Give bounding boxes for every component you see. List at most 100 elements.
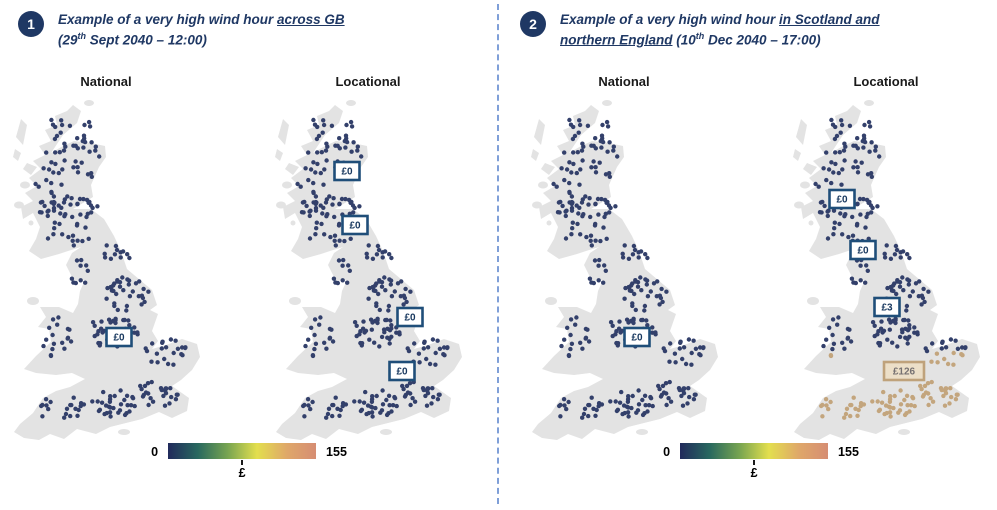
site-dot xyxy=(661,390,667,395)
site-dot xyxy=(127,293,133,299)
site-dot xyxy=(339,196,345,201)
site-dot xyxy=(43,396,49,402)
site-dot xyxy=(630,281,635,286)
site-dot xyxy=(427,361,433,366)
site-dot xyxy=(875,398,880,404)
price-label: £0 xyxy=(623,326,651,347)
site-dot xyxy=(602,214,607,219)
site-dot xyxy=(858,212,863,217)
price-label: £0 xyxy=(105,326,133,347)
colorbar-bar-wrap: £ xyxy=(168,442,317,480)
site-dot xyxy=(369,409,375,415)
site-dot xyxy=(588,233,594,238)
site-dot xyxy=(374,281,379,286)
site-dot xyxy=(47,325,52,330)
site-dot xyxy=(579,148,585,153)
site-dot xyxy=(83,225,88,230)
panel-1-header: 1 Example of a very high wind hour acros… xyxy=(6,6,492,50)
site-dot xyxy=(839,122,845,127)
maps-row: National £0 Locational £0 £0 £0 £0 xyxy=(6,74,492,441)
price-label-text: £3 xyxy=(881,302,893,313)
site-dot xyxy=(905,276,910,282)
site-dot xyxy=(605,123,611,129)
site-dot xyxy=(329,123,335,128)
site-dot xyxy=(885,337,890,342)
site-dot xyxy=(823,396,829,402)
site-dot xyxy=(615,407,621,412)
site-dot xyxy=(39,209,44,215)
site-dot xyxy=(593,135,598,141)
site-dot xyxy=(322,231,327,237)
panel-2-header: 2 Example of a very high wind hour in Sc… xyxy=(508,6,994,50)
site-dot xyxy=(840,231,845,237)
site-dot xyxy=(338,407,343,412)
colorbar-bar-wrap: £ xyxy=(680,442,829,480)
example-panel-2: 2 Example of a very high wind hour in Sc… xyxy=(508,6,994,480)
price-label-box xyxy=(388,360,416,381)
site-dot xyxy=(923,390,929,395)
site-dot xyxy=(360,326,366,331)
site-dot xyxy=(592,222,598,228)
site-dot xyxy=(821,165,826,171)
site-dot xyxy=(162,356,167,361)
site-dot xyxy=(69,402,74,407)
site-dot xyxy=(943,390,949,396)
site-dot xyxy=(51,169,56,175)
site-dot xyxy=(940,339,945,344)
site-dot xyxy=(298,184,303,189)
site-dot xyxy=(387,251,392,257)
site-dot xyxy=(44,402,49,408)
site-dot xyxy=(610,323,615,328)
site-dot xyxy=(323,199,329,205)
site-dot xyxy=(352,319,358,325)
site-dot xyxy=(130,395,136,401)
site-dot xyxy=(332,238,337,243)
site-dot xyxy=(557,209,562,215)
site-dot xyxy=(118,249,123,255)
site-dot xyxy=(682,385,687,391)
site-dot xyxy=(85,268,91,273)
site-dot xyxy=(144,348,150,353)
site-dot xyxy=(380,249,385,255)
site-dot xyxy=(613,398,618,404)
site-dot xyxy=(848,338,854,344)
site-dot xyxy=(324,415,329,420)
site-dot xyxy=(645,408,650,414)
site-dot xyxy=(607,209,612,215)
site-dot xyxy=(828,352,834,358)
map-type-label: National xyxy=(80,73,132,89)
map-type-label: Locational xyxy=(335,73,401,89)
price-label: £0 xyxy=(341,214,369,235)
site-dot xyxy=(570,200,575,205)
site-dot xyxy=(155,359,160,365)
site-dot xyxy=(402,393,408,399)
site-dot xyxy=(75,413,80,418)
site-dot xyxy=(132,324,137,330)
site-dot xyxy=(318,170,323,175)
site-dot xyxy=(861,145,866,150)
site-dot xyxy=(847,123,853,128)
panel-number-badge: 2 xyxy=(520,11,546,37)
example-panel-1: 1 Example of a very high wind hour acros… xyxy=(6,6,492,480)
site-dot xyxy=(314,225,319,231)
site-dot xyxy=(302,402,307,407)
site-dot xyxy=(599,401,605,407)
map-block-national: National £0 xyxy=(524,74,724,441)
site-dot xyxy=(907,322,912,328)
site-dot xyxy=(830,122,836,127)
site-dot xyxy=(856,407,861,412)
site-dot xyxy=(68,413,73,418)
site-dot xyxy=(355,148,360,153)
site-dot xyxy=(374,393,379,398)
site-dot xyxy=(78,277,83,283)
site-dot xyxy=(681,390,687,396)
site-dot xyxy=(95,398,100,404)
site-dot xyxy=(73,280,78,285)
site-dot xyxy=(645,322,650,328)
site-dot xyxy=(52,136,58,141)
site-dot xyxy=(162,403,168,408)
site-dot xyxy=(95,203,100,209)
site-dot xyxy=(842,415,847,420)
site-dot xyxy=(66,234,71,239)
site-dot xyxy=(630,251,636,257)
